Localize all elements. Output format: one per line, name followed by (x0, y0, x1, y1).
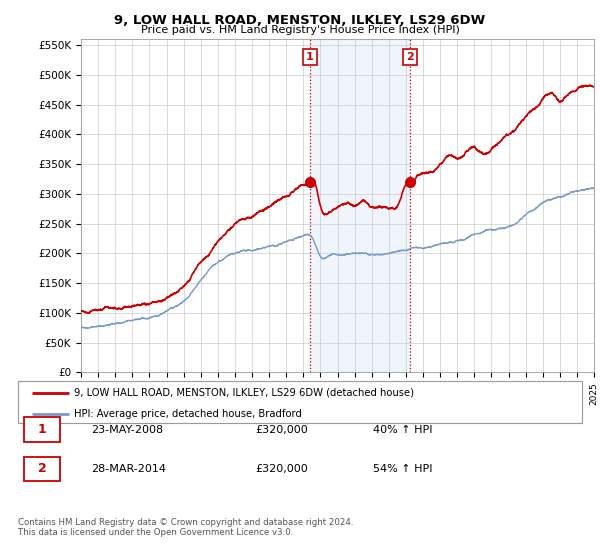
Text: Contains HM Land Registry data © Crown copyright and database right 2024.
This d: Contains HM Land Registry data © Crown c… (18, 518, 353, 538)
Text: 1: 1 (38, 423, 47, 436)
Text: 54% ↑ HPI: 54% ↑ HPI (373, 464, 433, 474)
Bar (23, 457, 61, 481)
Text: Price paid vs. HM Land Registry's House Price Index (HPI): Price paid vs. HM Land Registry's House … (140, 25, 460, 35)
Text: 23-MAY-2008: 23-MAY-2008 (91, 425, 163, 435)
Text: 40% ↑ HPI: 40% ↑ HPI (373, 425, 433, 435)
Text: 9, LOW HALL ROAD, MENSTON, ILKLEY, LS29 6DW: 9, LOW HALL ROAD, MENSTON, ILKLEY, LS29 … (115, 14, 485, 27)
Text: 2: 2 (38, 463, 47, 475)
Text: 9, LOW HALL ROAD, MENSTON, ILKLEY, LS29 6DW (detached house): 9, LOW HALL ROAD, MENSTON, ILKLEY, LS29 … (74, 388, 415, 398)
Text: 2: 2 (406, 52, 414, 62)
Text: 28-MAR-2014: 28-MAR-2014 (91, 464, 166, 474)
Bar (310, 39, 410, 372)
Text: HPI: Average price, detached house, Bradford: HPI: Average price, detached house, Brad… (74, 409, 302, 418)
Bar (23, 418, 61, 442)
Text: £320,000: £320,000 (255, 425, 308, 435)
Text: 1: 1 (306, 52, 314, 62)
Text: £320,000: £320,000 (255, 464, 308, 474)
